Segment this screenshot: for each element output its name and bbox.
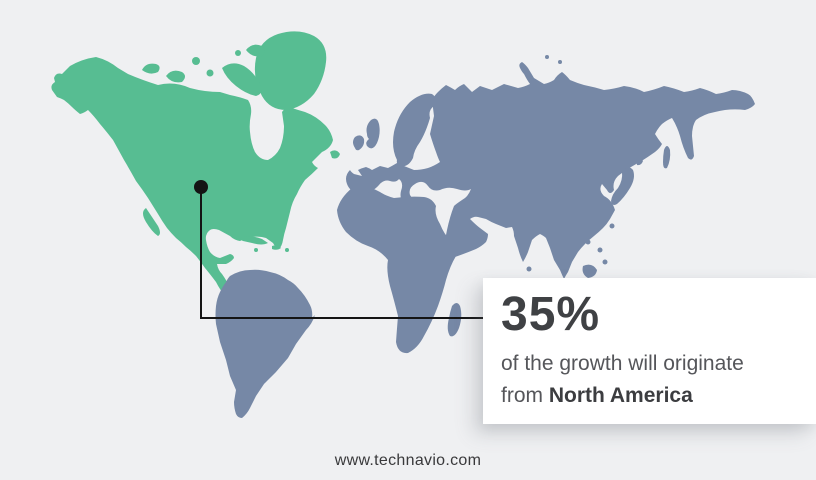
newfoundland-shape [330,150,340,159]
hainan-shape [585,239,591,245]
arctic-island-shape [222,63,262,96]
philippines-island-shape [602,259,608,265]
ireland-shape [353,135,365,151]
philippines-island-shape [597,247,603,253]
baja-california-shape [143,208,160,236]
greenland-shape [254,31,327,110]
arctic-island-shape [192,57,200,65]
africa-shape [337,186,470,354]
north-america-mainland-shape [51,57,334,298]
stat-description-line1: of the growth will originate [501,352,744,375]
scandinavia-shape [393,93,436,167]
sakhalin-shape [663,146,671,169]
japan-shape [611,167,634,205]
arctic-island-shape [206,69,214,77]
regions-rest-of-world [215,55,755,418]
madagascar-shape [447,303,462,337]
hokkaido-shape [636,158,643,166]
connector-line [200,187,483,319]
south-america-shape [215,269,315,418]
taiwan-shape [609,223,615,229]
website-link[interactable]: www.technavio.com [334,452,482,469]
arctic-island-shape [246,44,265,57]
arctic-island-shape [166,70,185,83]
svalbard-shape [545,55,549,59]
hispaniola-shape [272,245,281,250]
caribbean-island-shape [254,248,258,252]
borneo-shape [582,264,597,278]
caribbean-island-shape [285,248,289,252]
arctic-island-shape [142,63,160,74]
stat-callout-card: 35% of the growth will originate from No… [483,278,816,424]
cuba-shape [240,236,268,245]
arctic-island-shape [235,50,241,56]
great-britain-shape [366,118,380,149]
stat-percentage: 35% [501,288,601,341]
stat-description: of the growth will originate from North … [501,348,806,412]
stat-region-name: North America [548,384,693,407]
stat-description-prefix: from [501,384,549,407]
region-north-america-highlight [51,31,340,298]
svalbard-shape [558,60,562,64]
sri-lanka-shape [526,266,532,272]
eurasia-shape [346,62,755,279]
marker-dot [194,180,208,194]
